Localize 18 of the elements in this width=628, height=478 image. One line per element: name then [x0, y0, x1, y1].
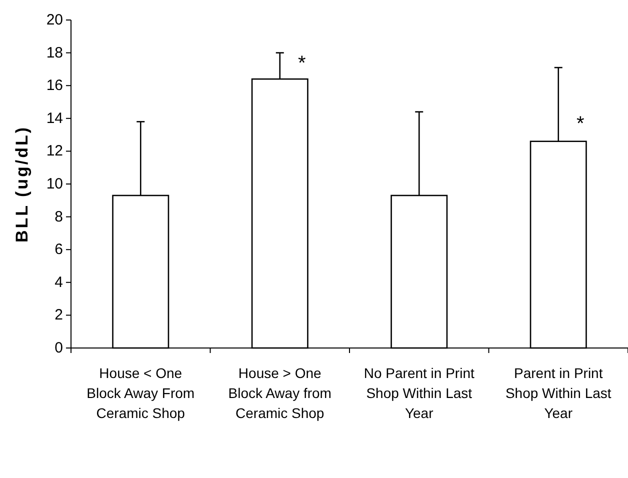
x-tick-label: House < One Block Away From Ceramic Shop	[86, 365, 195, 421]
y-tick-label: 10	[46, 176, 63, 192]
y-tick-label: 0	[54, 340, 63, 356]
y-tick-label: 14	[46, 110, 63, 127]
annotation: *	[298, 52, 306, 75]
y-tick-label: 20	[46, 12, 63, 28]
y-tick-label: 6	[54, 241, 63, 258]
x-tick-label: No Parent in Print Shop Within Last Year	[364, 365, 474, 421]
y-tick-label: 4	[54, 274, 63, 291]
y-tick-label: 2	[54, 306, 63, 324]
y-tick-label: 16	[46, 77, 63, 94]
x-tick-label: Parent in Print Shop Within Last Year	[505, 365, 612, 421]
annotation: *	[576, 113, 584, 136]
y-tick-label: 12	[46, 142, 63, 160]
y-tick-label: 18	[46, 44, 63, 62]
x-tick-label: House > One Block Away from Ceramic Shop	[228, 365, 332, 421]
y-tick-label: 8	[54, 208, 63, 226]
y-axis-title: BLL (ug/dL)	[12, 125, 32, 243]
